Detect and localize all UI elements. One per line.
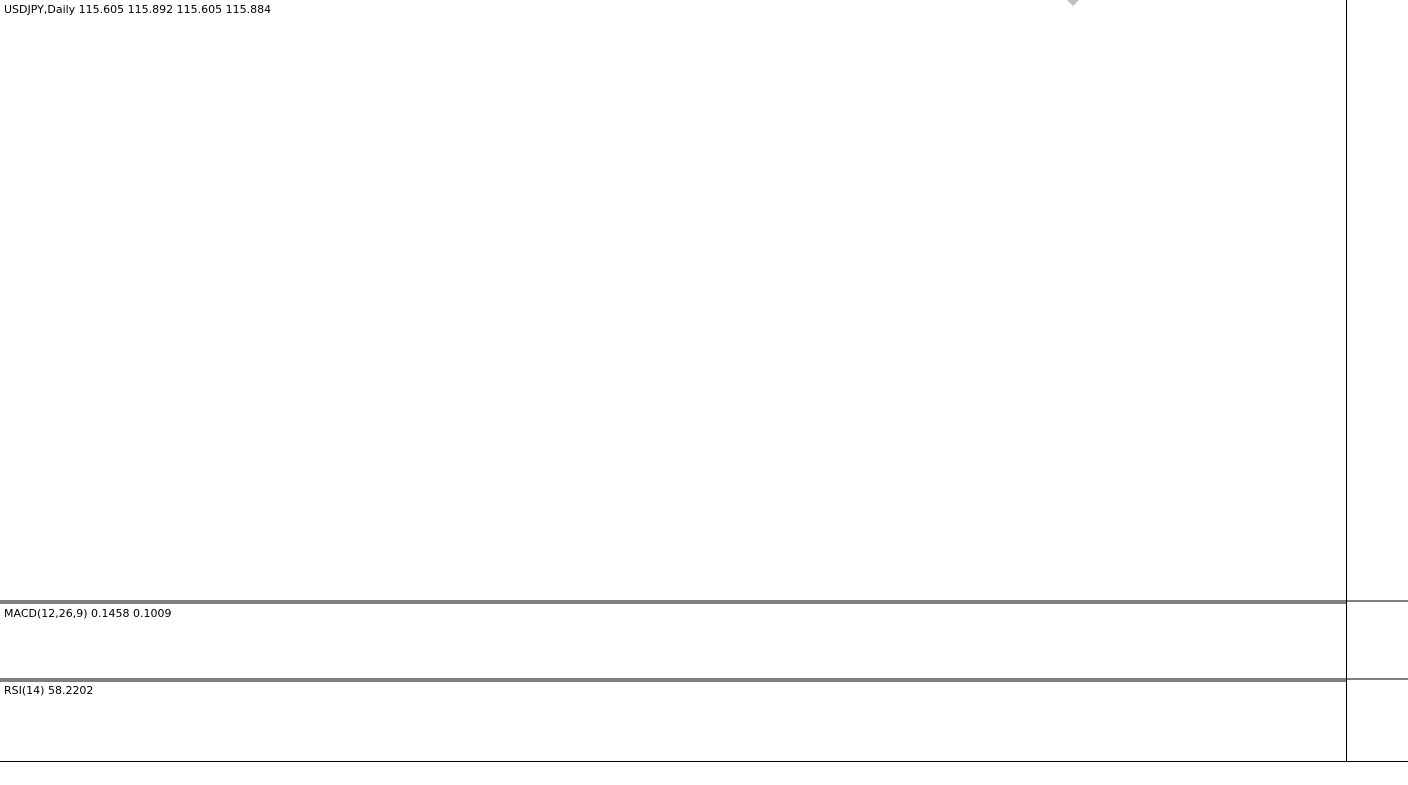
rsi-title: RSI(14) 58.2202 xyxy=(4,684,93,697)
labels: USDJPY,Daily 115.605 115.892 115.605 115… xyxy=(4,3,271,697)
chart-title: USDJPY,Daily 115.605 115.892 115.605 115… xyxy=(4,3,271,16)
macd-title: MACD(12,26,9) 0.1458 0.1009 xyxy=(4,607,172,620)
shift-marker xyxy=(1067,0,1079,6)
